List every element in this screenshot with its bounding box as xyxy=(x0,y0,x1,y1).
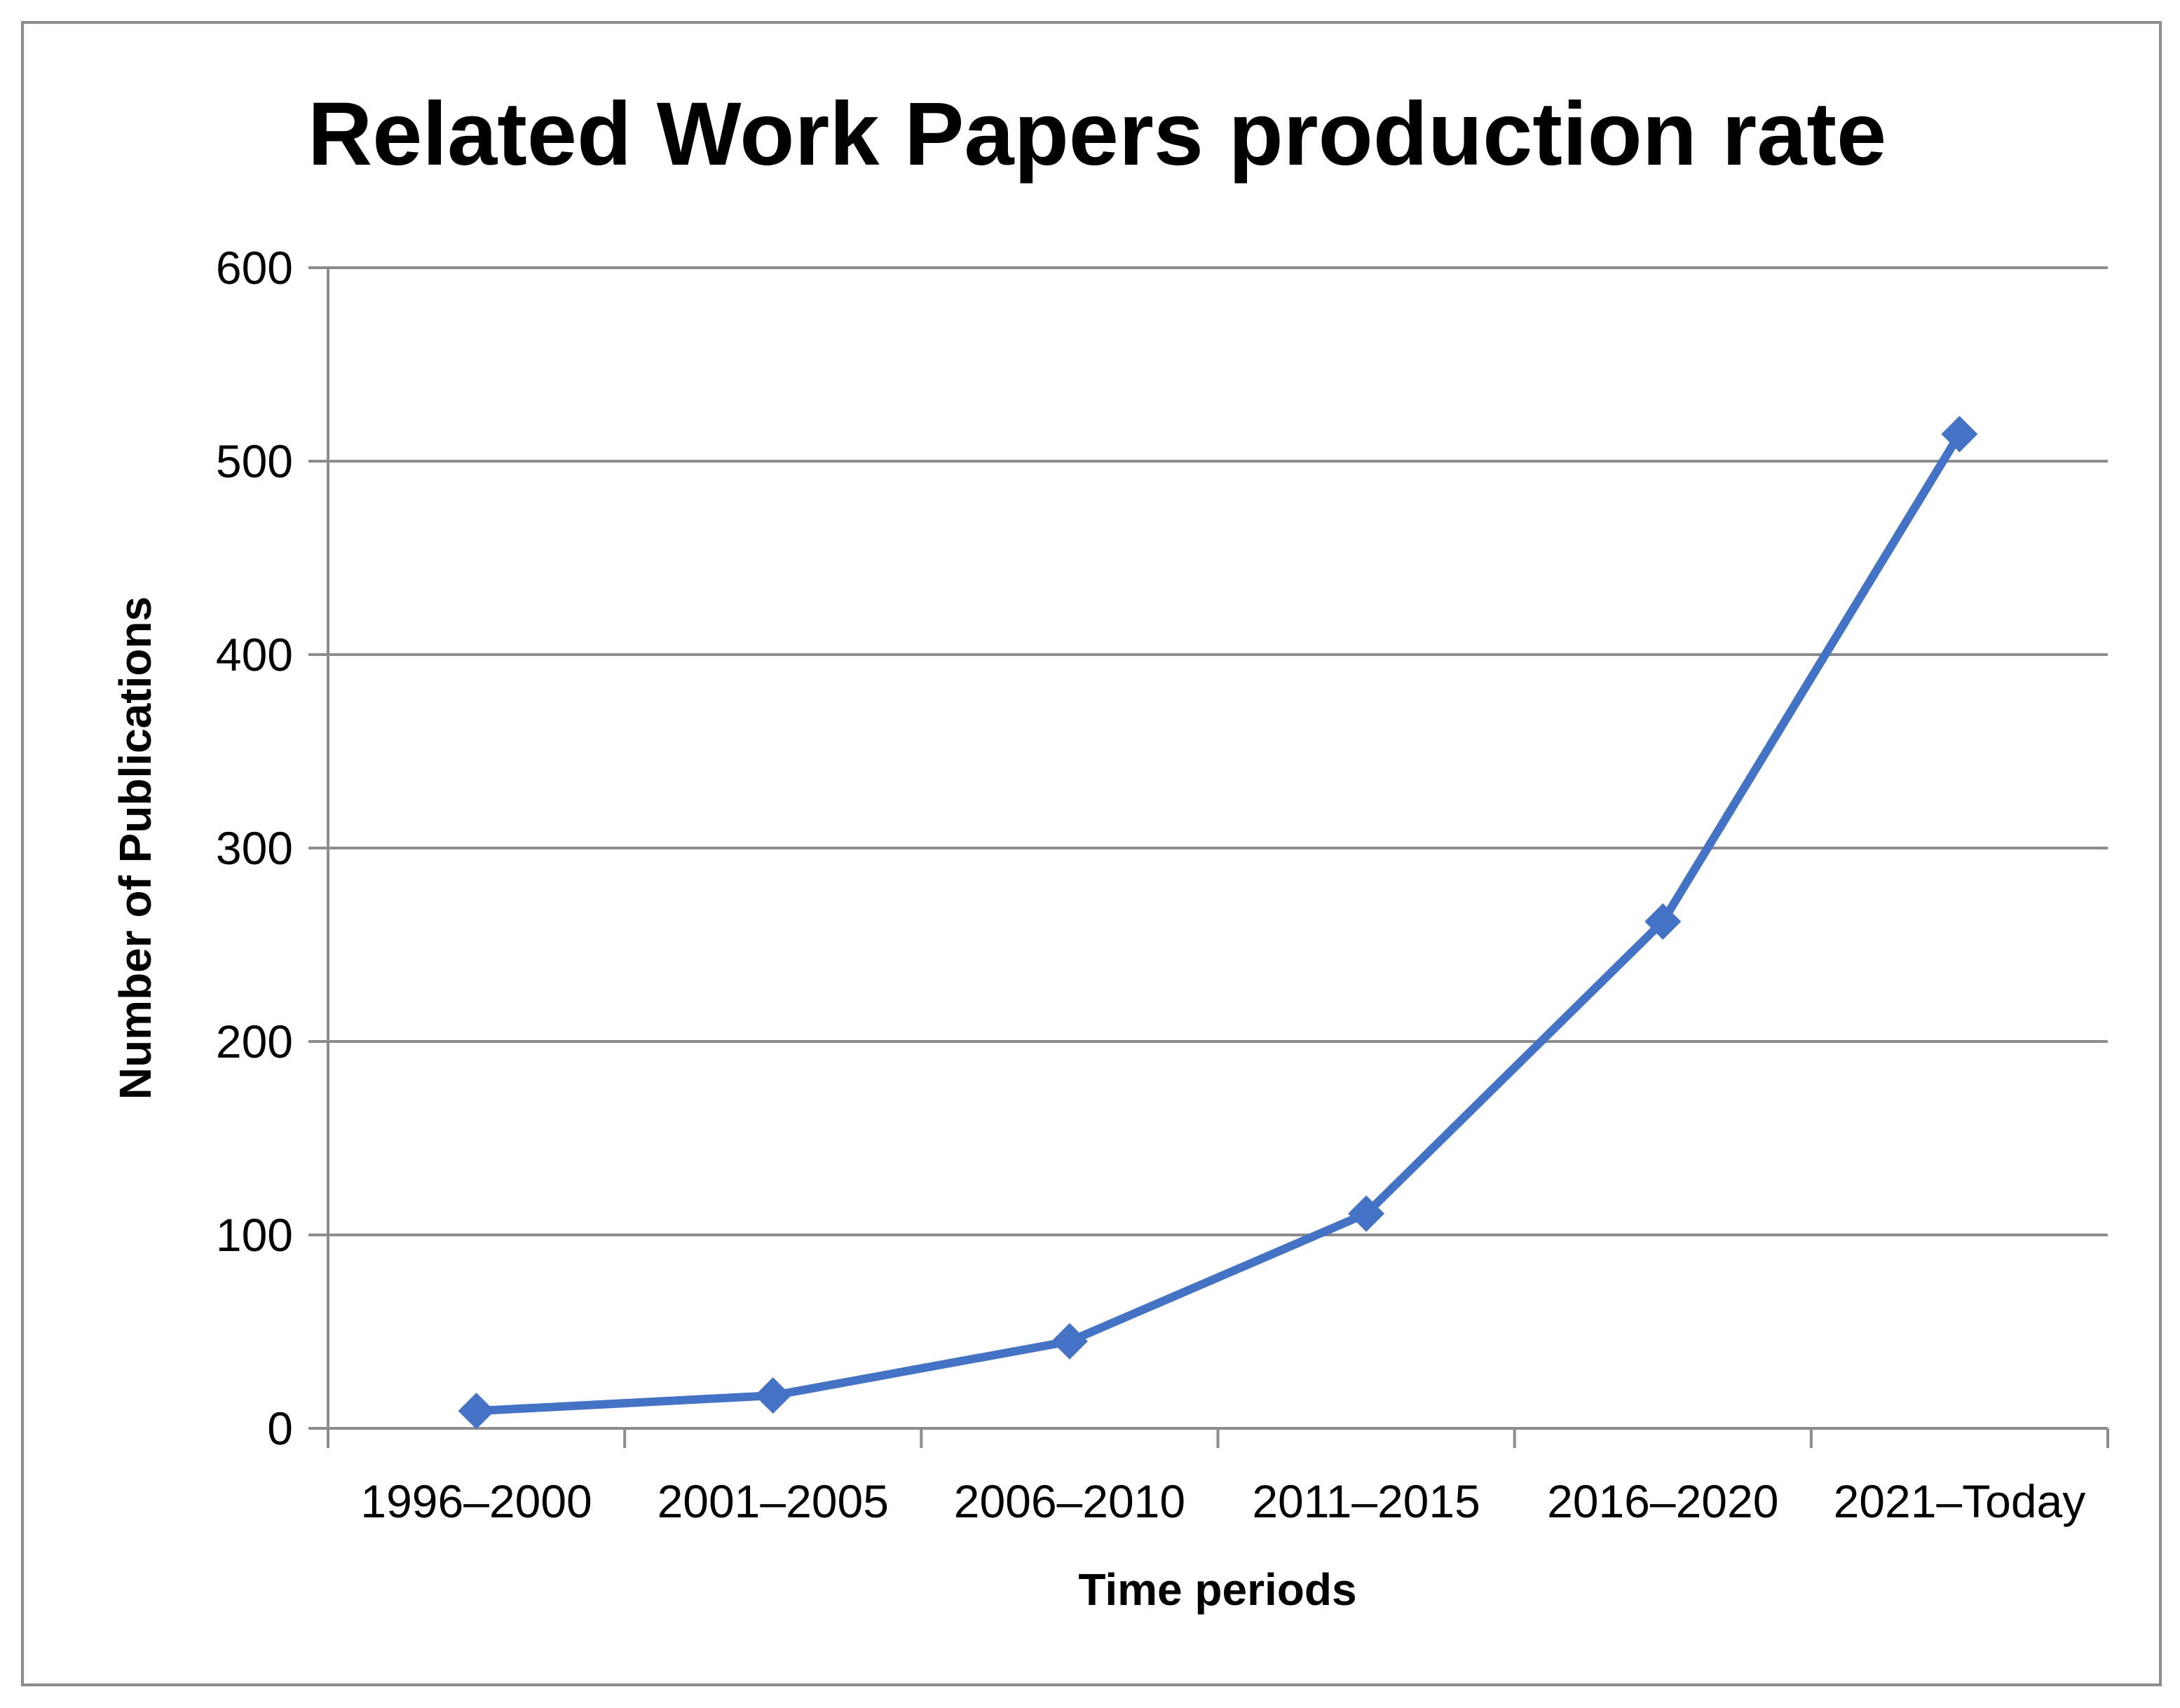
x-axis-title: Time periods xyxy=(1078,1564,1356,1615)
data-point xyxy=(1644,903,1682,940)
x-tick-label: 1996–2000 xyxy=(360,1475,592,1527)
data-point xyxy=(1051,1323,1088,1360)
chart-frame xyxy=(21,21,2162,1686)
y-tick-labels: 0 100 200 300 400 500 600 xyxy=(216,242,293,1454)
x-tick-label: 2016–2020 xyxy=(1547,1475,1778,1527)
y-tick-label: 300 xyxy=(216,822,293,874)
y-tick-label: 100 xyxy=(216,1209,293,1261)
gridlines xyxy=(308,266,2108,1236)
x-tick-label: 2021–Today xyxy=(1834,1475,2086,1527)
x-tick-label: 2006–2010 xyxy=(954,1475,1185,1527)
y-tick-label: 500 xyxy=(216,435,293,487)
axes xyxy=(308,268,2109,1448)
data-point xyxy=(1941,416,1978,453)
series-layer xyxy=(458,416,1978,1430)
x-tick-labels: 1996–2000 2001–2005 2006–2010 2011–2015 2016… xyxy=(360,1475,2085,1527)
x-tick-label: 2011–2015 xyxy=(1252,1475,1480,1527)
data-point xyxy=(1348,1195,1385,1232)
series-line xyxy=(472,430,1964,1416)
data-point xyxy=(458,1393,495,1430)
x-tick-label: 2001–2005 xyxy=(658,1475,889,1527)
chart-title: Related Work Papers production rate xyxy=(308,84,1886,184)
data-point xyxy=(754,1377,791,1414)
y-tick-label: 600 xyxy=(216,242,293,294)
y-tick-label: 400 xyxy=(216,629,293,681)
y-tick-label: 200 xyxy=(216,1016,293,1067)
y-tick-label: 0 xyxy=(267,1402,293,1454)
y-axis-title: Number of Publications xyxy=(110,596,161,1100)
